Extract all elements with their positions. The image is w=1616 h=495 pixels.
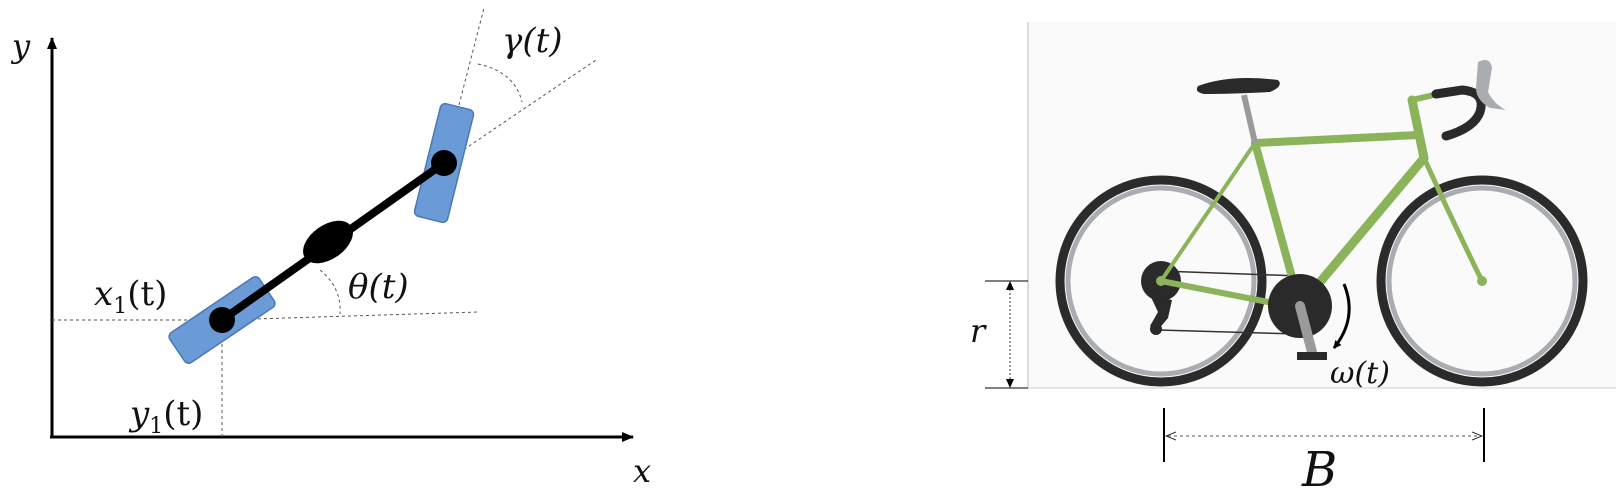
theta-arc bbox=[319, 269, 341, 315]
front-hub bbox=[1477, 276, 1487, 286]
handlebar bbox=[1431, 85, 1486, 141]
front-rim bbox=[1386, 185, 1578, 377]
bicycle-illustration: r bbox=[970, 22, 1616, 495]
derailleur-pulley bbox=[1150, 323, 1162, 335]
top-tube bbox=[1251, 131, 1422, 147]
y1-label: y1(t) bbox=[128, 394, 203, 439]
saddle bbox=[1196, 78, 1280, 94]
down-tube bbox=[1295, 153, 1429, 311]
gamma-label: γ(t) bbox=[502, 21, 563, 61]
horizontal-reference-line bbox=[221, 311, 479, 321]
wheelbase-arrow-left bbox=[1164, 431, 1177, 441]
crank-arm bbox=[1295, 301, 1317, 357]
head-tube bbox=[1407, 95, 1429, 163]
y-axis-label: y bbox=[10, 27, 31, 65]
bottom-bracket bbox=[1296, 302, 1304, 310]
x-axis-label: x bbox=[633, 452, 651, 490]
front-tire bbox=[1376, 175, 1588, 387]
rear-hub bbox=[1156, 276, 1166, 286]
radius-label: r bbox=[970, 312, 987, 350]
gamma-arc bbox=[477, 63, 523, 103]
pedal bbox=[1297, 352, 1327, 360]
rear-derailleur bbox=[1150, 295, 1172, 330]
chain-bottom bbox=[1157, 329, 1299, 335]
rear-rim bbox=[1065, 185, 1257, 377]
radius-arrow-up bbox=[1006, 281, 1014, 290]
radius-arrow-down bbox=[1006, 379, 1014, 388]
rear-axle-point bbox=[209, 307, 235, 333]
heading-extension-line bbox=[443, 59, 597, 164]
center-of-mass bbox=[303, 220, 353, 264]
seat-post bbox=[1241, 94, 1258, 144]
rear-tire bbox=[1055, 175, 1267, 387]
bicycle-frame bbox=[1158, 91, 1485, 311]
x1-label: x1(t) bbox=[94, 274, 167, 319]
wheelbase-label: B bbox=[1301, 442, 1337, 495]
front-axle-point bbox=[431, 150, 457, 176]
photo-background bbox=[1028, 22, 1616, 388]
theta-label: θ(t) bbox=[348, 267, 409, 307]
seat-stay bbox=[1159, 141, 1257, 283]
kinematic-model: y x x1(t) y1(t) θ(t) γ(t) bbox=[10, 7, 651, 490]
front-fork bbox=[1421, 155, 1485, 284]
chain-stay bbox=[1158, 278, 1271, 305]
chain-top bbox=[1160, 270, 1301, 277]
wheelbase-arrow-right bbox=[1471, 431, 1484, 441]
omega-label: ω(t) bbox=[1330, 356, 1390, 391]
brake-lever bbox=[1476, 60, 1506, 110]
omega-arrow bbox=[1332, 283, 1351, 349]
